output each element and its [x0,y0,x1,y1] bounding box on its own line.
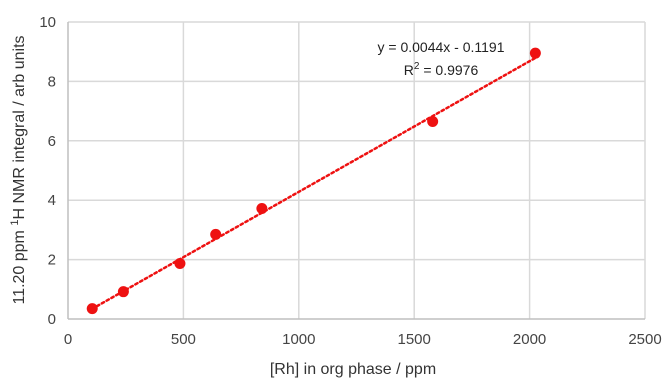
y-tick-label-5: 10 [39,14,56,31]
y-axis-title-superscript: 1 [9,220,21,226]
data-point-0-2 [174,257,186,269]
y-tick-label-2: 4 [48,192,56,209]
y-tick-label-1: 2 [48,252,56,269]
trendline [90,56,537,311]
x-tick-label-1: 500 [171,331,196,348]
data-points [86,47,541,315]
x-tick-label-4: 2000 [513,331,546,348]
r-squared-label: R2 = 0.9976 [404,61,479,78]
y-tick-label-0: 0 [48,311,56,328]
data-point-0-0 [86,303,98,315]
data-point-0-5 [427,115,439,127]
x-tick-label-0: 0 [64,331,72,348]
axes [67,22,645,320]
y-axis-title-prefix: 11.20 ppm [11,226,28,305]
x-tick-label-2: 1000 [282,331,315,348]
r-squared-prefix: R [404,62,414,78]
r-squared-superscript: 2 [414,61,420,72]
x-tick-labels: 0 500 1000 1500 2000 2500 [64,331,662,348]
grid [68,21,646,319]
y-axis-title: 11.20 ppm 1H NMR integral / arb units [9,35,28,304]
data-point-0-1 [117,286,129,298]
y-axis-title-suffix: H NMR integral / arb units [11,35,28,219]
y-tick-labels: 0 2 4 6 8 10 [39,14,56,328]
trendline-equation: y = 0.0044x - 0.1191 [378,39,505,55]
data-point-0-6 [529,47,541,59]
trendline-group [90,56,537,311]
x-axis-title: [Rh] in org phase / ppm [270,361,436,378]
data-point-0-4 [256,203,268,215]
y-tick-label-4: 8 [48,73,56,90]
r-squared-suffix: = 0.9976 [419,62,478,78]
x-tick-label-5: 2500 [628,331,661,348]
y-tick-label-3: 6 [48,133,56,150]
data-point-0-3 [210,228,222,240]
x-tick-label-3: 1500 [398,331,431,348]
